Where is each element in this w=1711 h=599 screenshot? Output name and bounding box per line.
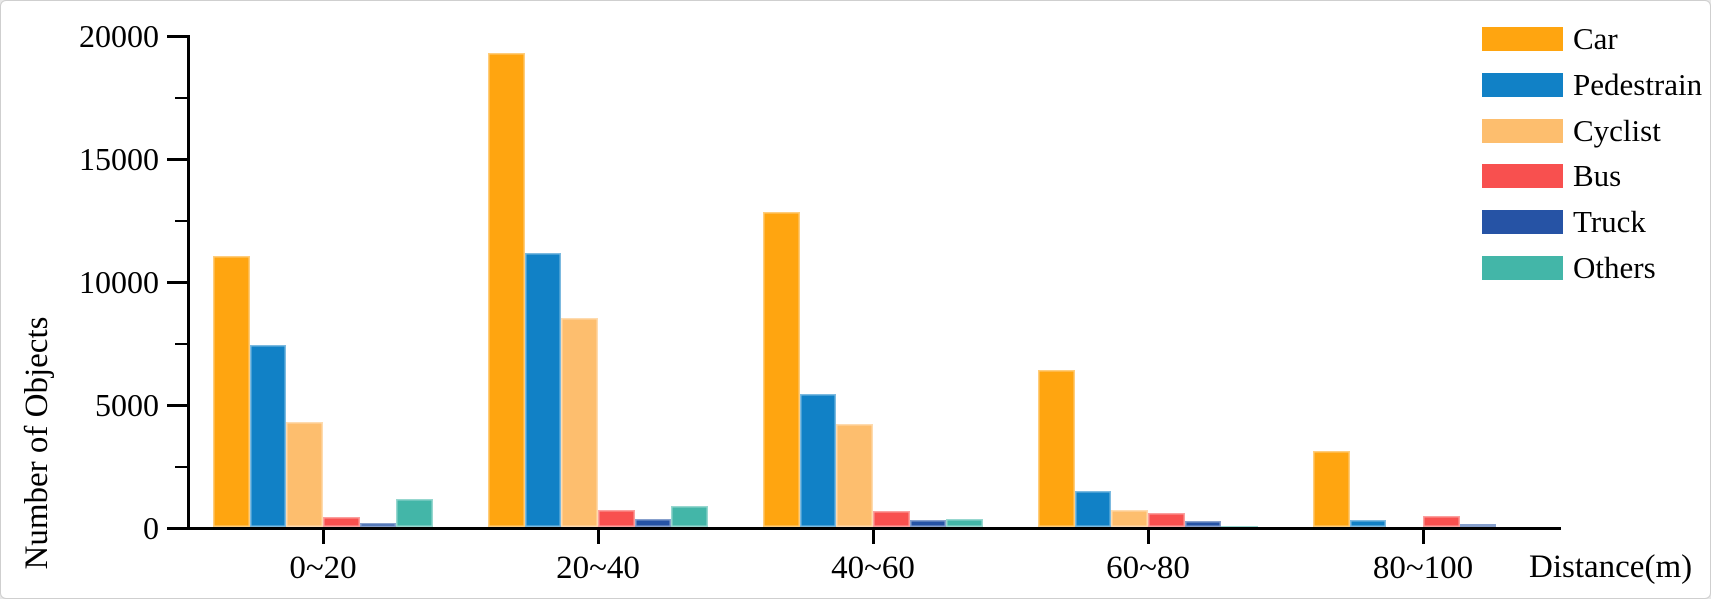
legend-swatch-truck — [1482, 210, 1563, 235]
y-tick — [167, 527, 187, 530]
x-tick — [1147, 530, 1150, 544]
legend-swatch-pedestrain — [1482, 72, 1563, 97]
legend-label-truck: Truck — [1573, 204, 1646, 240]
y-tick — [167, 404, 187, 407]
y-tick-label: 0 — [143, 510, 159, 546]
bar-others-20-40 — [671, 505, 708, 527]
x-tick-label-80-100: 80~100 — [1372, 550, 1474, 586]
legend-label-bus: Bus — [1573, 158, 1622, 194]
bar-bus-20-40 — [598, 509, 635, 527]
bar-cyclist-0-20 — [286, 422, 323, 527]
x-tick-label-0-20: 0~20 — [289, 550, 357, 586]
bar-pedestrain-0-20 — [249, 344, 287, 527]
legend-item-cyclist: Cyclist — [1482, 114, 1710, 145]
legend-swatch-bus — [1482, 164, 1563, 189]
bar-others-60-80 — [1221, 525, 1258, 527]
legend-item-others: Others — [1482, 252, 1710, 283]
x-tick-label-20-40: 20~40 — [556, 550, 640, 586]
legend-item-bus: Bus — [1482, 160, 1710, 191]
y-minor-tick — [175, 96, 187, 99]
bar-car-80-100 — [1313, 450, 1350, 527]
legend-label-pedestrain: Pedestrain — [1573, 66, 1703, 102]
bar-car-20-40 — [488, 53, 525, 527]
bar-pedestrain-80-100 — [1349, 519, 1387, 527]
bar-car-0-20 — [213, 256, 250, 527]
bar-truck-40-60 — [909, 520, 947, 527]
x-axis-spine — [187, 527, 1561, 530]
y-tick-label: 5000 — [95, 387, 159, 423]
x-tick-label-60-80: 60~80 — [1106, 550, 1190, 586]
y-minor-tick — [175, 342, 187, 345]
bar-truck-20-40 — [634, 518, 672, 527]
bar-bus-80-100 — [1423, 516, 1460, 527]
bar-car-60-80 — [1038, 369, 1075, 527]
x-tick — [1422, 530, 1425, 544]
y-tick — [167, 281, 187, 284]
y-tick — [167, 35, 187, 38]
bar-bus-60-80 — [1148, 513, 1185, 527]
bar-truck-60-80 — [1184, 521, 1222, 527]
bar-cyclist-40-60 — [836, 423, 873, 527]
legend-item-truck: Truck — [1482, 206, 1710, 237]
bar-bus-0-20 — [323, 517, 360, 527]
bar-pedestrain-20-40 — [524, 252, 562, 527]
legend-label-car: Car — [1573, 20, 1618, 56]
bar-others-40-60 — [946, 519, 983, 527]
bar-car-40-60 — [763, 212, 800, 527]
y-tick — [167, 158, 187, 161]
legend-swatch-car — [1482, 27, 1563, 51]
x-tick-label-40-60: 40~60 — [831, 550, 915, 586]
x-tick — [322, 530, 325, 544]
legend-label-cyclist: Cyclist — [1573, 112, 1661, 148]
bar-others-0-20 — [396, 499, 433, 527]
y-tick-label: 20000 — [79, 18, 159, 54]
bar-cyclist-60-80 — [1111, 510, 1148, 527]
bar-truck-0-20 — [359, 523, 397, 527]
bar-pedestrain-40-60 — [799, 394, 837, 527]
x-tick — [872, 530, 875, 544]
bar-truck-80-100 — [1459, 524, 1497, 527]
x-axis-title: Distance(m) — [1529, 549, 1693, 585]
bar-cyclist-20-40 — [561, 317, 598, 527]
y-minor-tick — [175, 219, 187, 222]
legend-swatch-others — [1482, 256, 1563, 280]
bar-bus-40-60 — [873, 511, 910, 527]
legend-swatch-cyclist — [1482, 118, 1563, 143]
y-axis-spine — [187, 35, 190, 530]
x-tick — [597, 530, 600, 544]
bar-pedestrain-60-80 — [1074, 491, 1112, 527]
y-tick-label: 15000 — [79, 141, 159, 177]
legend-label-others: Others — [1573, 249, 1656, 285]
legend-item-car: Car — [1482, 23, 1710, 54]
y-minor-tick — [175, 465, 187, 468]
legend-item-pedestrain: Pedestrain — [1482, 69, 1710, 100]
y-tick-label: 10000 — [79, 264, 159, 300]
